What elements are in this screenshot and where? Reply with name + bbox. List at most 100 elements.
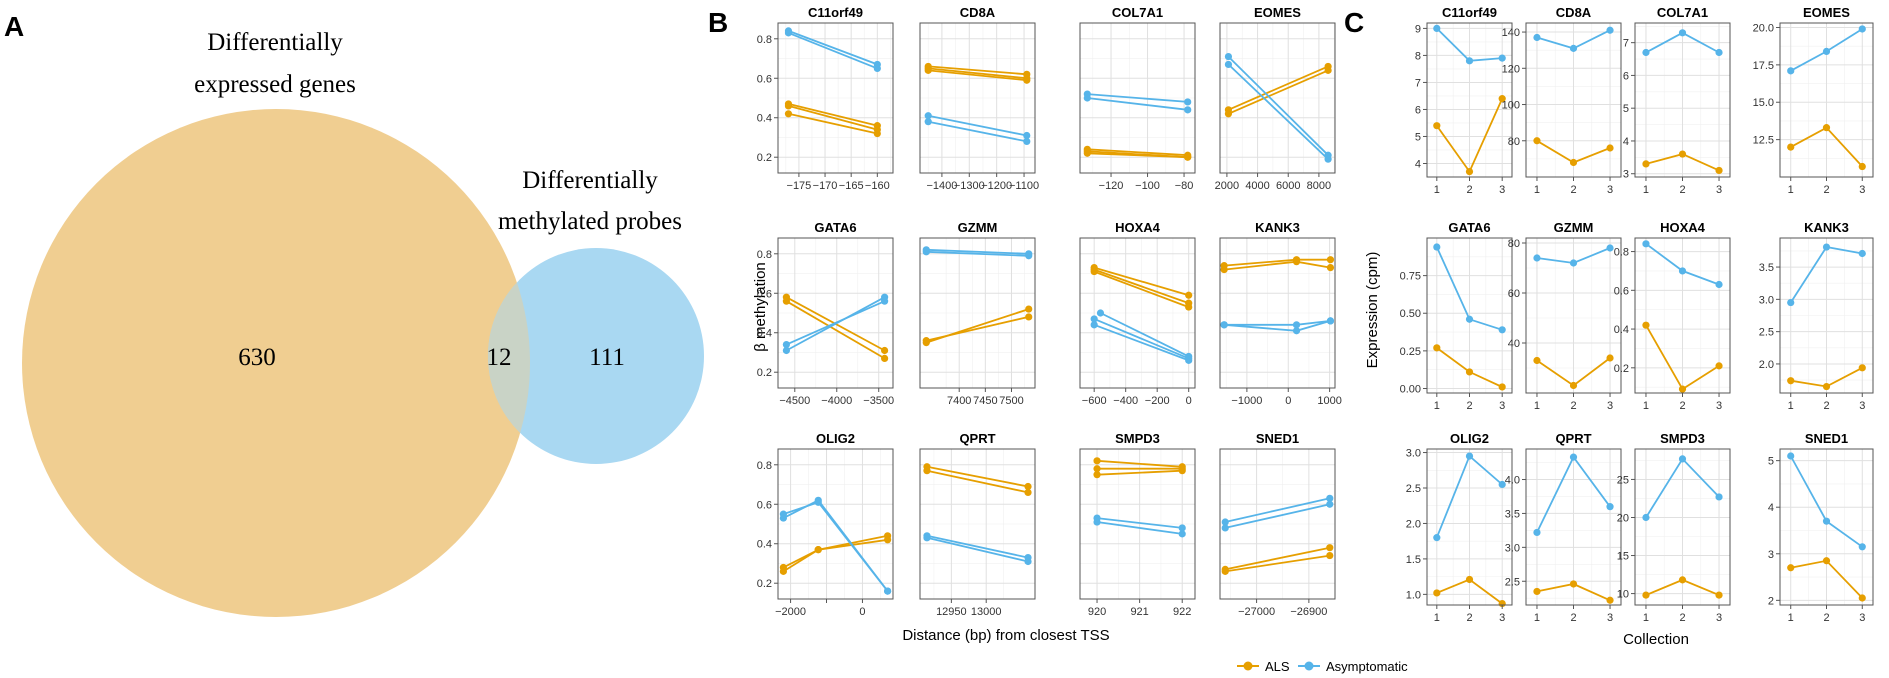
data-point-als [1326,544,1334,552]
series-line-als [926,469,1029,494]
data-point-als [1678,385,1687,393]
x-tick-label: 1 [1643,612,1649,624]
data-point-asymptomatic [1569,44,1578,52]
y-tick-label: 0.75 [1400,271,1421,283]
data-point-asymptomatic [1498,480,1506,489]
y-tick-label: 0.4 [1614,324,1629,336]
x-tick-label: −2000 [775,606,806,618]
y-tick-label: 0.2 [757,152,772,164]
y-tick-label: 2 [1768,595,1774,607]
series-line-als [926,465,1029,488]
methylation-facet-smpd3: SMPD3 920 921 922 [1079,431,1196,618]
data-point-asymptomatic [1465,57,1474,65]
data-point-als [1083,149,1091,157]
x-tick-label: 1 [1534,612,1540,624]
data-point-asymptomatic [1221,524,1229,532]
expression-facet-qprt: QPRT 1 2 3 2.5 3.0 3.5 4.0 [1505,431,1622,624]
x-tick-label: −1000 [1231,395,1262,407]
data-point-als [1642,160,1650,168]
x-tick-label: 1 [1534,400,1540,412]
series-line-als [788,103,878,127]
x-tick-label: −100 [1135,180,1160,192]
data-point-als [1498,95,1506,103]
data-point-asymptomatic [1292,321,1301,329]
panel-label-c: C [1344,7,1364,38]
series-line-asymptomatic [926,534,1029,559]
series-line-als [788,105,878,131]
data-point-asymptomatic [1858,25,1866,33]
data-point-als [1822,382,1831,391]
data-point-asymptomatic [1498,326,1506,334]
data-point-als [1185,303,1193,311]
data-point-asymptomatic [1715,493,1723,501]
methylation-facet-col7a1: COL7A1 −120 −100 −80 [1079,5,1196,192]
y-tick-label: 7 [1623,38,1629,50]
x-tick-label: −80 [1175,180,1194,192]
methylation-facet-eomes: EOMES 2000 4000 6000 8000 [1215,5,1336,192]
data-point-asymptomatic [1642,513,1650,522]
y-tick-label: 100 [1502,100,1520,112]
facet-border [1219,448,1336,600]
y-tick-label: 140 [1502,27,1520,39]
y-tick-label: 0.2 [1614,363,1629,375]
data-point-als [1642,591,1650,599]
y-tick-label: 15.0 [1753,97,1774,109]
facet-title: C11orf49 [1442,5,1497,20]
series-line-als [1096,459,1183,468]
facet-title: EOMES [1254,5,1301,20]
x-tick-label: 2 [1570,612,1576,624]
methylation-facet-cd8a: CD8A −1400−1300−1200−1100 [919,5,1039,192]
y-tick-label: 1.5 [1406,554,1421,566]
y-tick-label: 5 [1623,103,1629,115]
data-point-asymptomatic [814,498,822,506]
x-tick-label: 3 [1716,184,1722,196]
facet-border [919,22,1036,174]
y-tick-label: 8 [1415,50,1421,62]
data-point-als [924,66,932,74]
data-point-als [1787,143,1795,151]
x-tick-label: 3 [1499,184,1505,196]
data-point-als [1822,124,1831,132]
panel-b-x-axis-title: Distance (bp) from closest TSS [902,627,1109,644]
expression-facet-cd8a: CD8A 1 2 3 80 100 120 140 [1502,5,1622,196]
data-point-asymptomatic [1787,67,1795,75]
x-tick-label: −4500 [779,395,810,407]
data-point-asymptomatic [1678,29,1687,37]
panel-b-y-axis-title: β methylation [752,262,769,352]
data-point-asymptomatic [1606,503,1614,511]
facet-title: SNED1 [1805,431,1848,446]
data-point-als [1221,567,1229,575]
data-point-asymptomatic [924,118,932,126]
x-tick-label: 3 [1607,184,1613,196]
data-point-als [784,102,793,110]
data-point-als [1606,354,1614,362]
y-tick-label: 0.2 [757,367,772,379]
data-point-asymptomatic [1465,315,1474,323]
data-point-als [1715,591,1723,599]
x-tick-label: 4000 [1245,180,1269,192]
data-point-als [1433,122,1441,130]
data-point-asymptomatic [1822,47,1831,56]
x-tick-label: 920 [1088,606,1106,618]
y-tick-label: 4 [1623,136,1629,148]
x-tick-label: −160 [865,180,890,192]
series-line-als [1228,65,1329,111]
expression-facet-col7a1: COL7A1 1 2 3 3 4 5 6 7 [1623,5,1731,196]
venn-right-title-line1: Differentially [522,167,658,194]
data-point-als [1569,158,1578,167]
y-tick-label: 3.0 [1406,448,1421,460]
x-tick-label: 3 [1499,400,1505,412]
x-tick-label: 7450 [973,395,997,407]
facet-title: SNED1 [1256,431,1299,446]
data-point-als [1642,321,1650,329]
y-tick-label: 40 [1508,338,1520,350]
y-tick-label: 3 [1623,169,1629,181]
series-line-asymptomatic [926,536,1029,563]
y-tick-label: 0.8 [1614,247,1629,259]
panel-label-b: B [708,7,728,38]
expression-facet-c11orf49: C11orf49 1 2 3 4 5 6 7 8 9 [1415,5,1513,196]
x-tick-label: 922 [1173,606,1191,618]
series-line-als [1225,546,1330,571]
y-tick-label: 3.5 [1505,508,1520,520]
